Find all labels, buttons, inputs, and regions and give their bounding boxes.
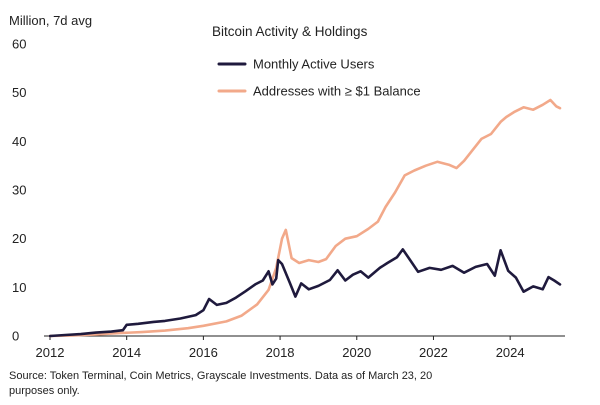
y-tick-label: 10: [12, 280, 26, 295]
y-tick-label: 60: [12, 37, 26, 52]
legend: Monthly Active Users Addresses with ≥ $1…: [217, 57, 421, 99]
y-tick-label: 40: [12, 134, 26, 149]
legend-label-monthly-active-users: Monthly Active Users: [253, 57, 375, 72]
x-tick-label: 2022: [419, 345, 448, 360]
y-tick-label: 20: [12, 231, 26, 246]
y-tick-label: 30: [12, 183, 26, 198]
line-chart: Million, 7d avg Bitcoin Activity & Holdi…: [9, 13, 565, 360]
x-tick-label: 2024: [496, 345, 525, 360]
x-tick-label: 2018: [266, 345, 295, 360]
x-axis-ticks: 2012 2014 2016 2018 2020 2022 2024: [36, 336, 525, 360]
chart-title: Bitcoin Activity & Holdings: [212, 24, 368, 39]
x-tick-label: 2012: [36, 345, 65, 360]
x-tick-label: 2020: [342, 345, 371, 360]
series-layer: [48, 98, 562, 338]
y-axis-ticks: 0 10 20 30 40 50 60: [12, 37, 26, 344]
y-tick-label: 0: [12, 329, 19, 344]
y-tick-label: 50: [12, 85, 26, 100]
x-tick-label: 2016: [189, 345, 218, 360]
x-tick-label: 2014: [112, 345, 141, 360]
source-note: Source: Token Terminal, Coin Metrics, Gr…: [9, 370, 433, 397]
series-line-addresses-balance: [48, 98, 562, 338]
series-line-monthly-active-users: [48, 248, 562, 338]
y-axis-unit-label: Million, 7d avg: [9, 13, 92, 28]
legend-label-addresses-balance: Addresses with ≥ $1 Balance: [253, 84, 421, 99]
